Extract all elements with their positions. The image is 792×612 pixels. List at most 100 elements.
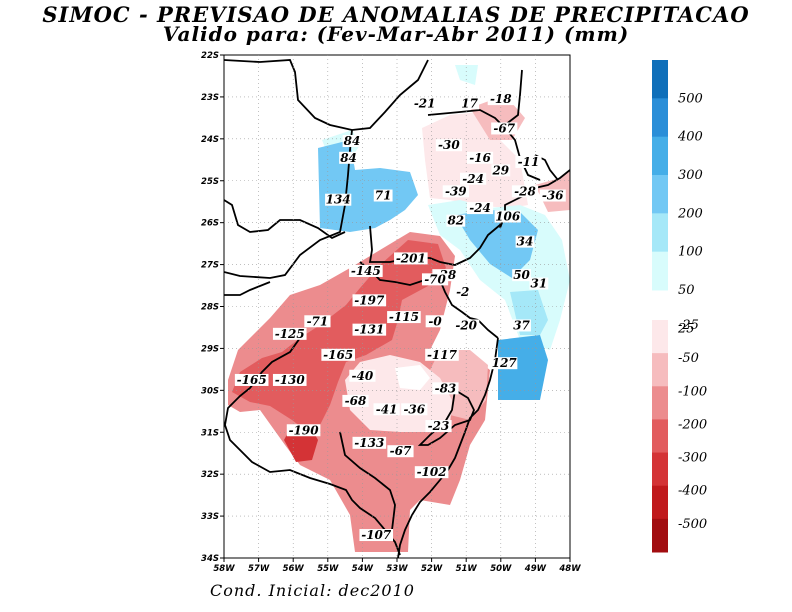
value-label-bg — [425, 348, 459, 361]
lon-label: 50W — [490, 564, 512, 574]
colorbar-swatch-negative — [652, 518, 668, 553]
lon-label: 53W — [386, 564, 408, 574]
anomaly-value: -41 — [376, 402, 398, 416]
value-label-bg — [272, 327, 307, 340]
value-label-bg — [286, 424, 321, 437]
border-brazil-paraguay — [224, 129, 353, 279]
colorbar-label-negative: -200 — [678, 417, 707, 432]
anomaly-value: 17 — [461, 96, 478, 110]
anomaly-value: -40 — [352, 369, 374, 383]
latitude-tick-labels: 22S 23S 24S 25S 26S 27S 28S 29S 30S 31S 32S 33S 34S — [201, 51, 224, 564]
anomaly-value: -190 — [289, 423, 320, 437]
anomaly-value: -11 — [518, 155, 540, 169]
colorbar-swatch-positive — [652, 213, 668, 253]
anomaly-value: -130 — [275, 373, 306, 387]
anomaly-value: -16 — [469, 151, 491, 165]
value-label-bg — [352, 294, 387, 307]
lat-label: 28S — [201, 303, 219, 313]
value-label-bg — [491, 164, 511, 177]
anomaly-value: 134 — [326, 193, 351, 207]
lagoa-dos-patos — [417, 388, 475, 446]
border-rs-inner — [339, 431, 396, 531]
colorbar-swatch-negative — [652, 419, 668, 454]
anomaly-value: 84 — [344, 134, 361, 148]
anomaly-value: 37 — [513, 318, 530, 332]
colorbar-label-positive: 50 — [678, 283, 695, 298]
value-label-bg — [387, 311, 421, 324]
value-label-bg — [529, 277, 549, 290]
map-subtitle: Valido para: (Fev-Mar-Abr 2011) (mm) — [162, 22, 630, 46]
colorbar-swatch-positive — [652, 175, 668, 214]
colorbar-label-positive: 200 — [677, 206, 703, 221]
lat-label: 32S — [201, 470, 219, 480]
value-label-bg — [373, 403, 400, 416]
lon-label: 51W — [456, 564, 478, 574]
anomaly-value-labels: -21 17 -18 -67 84 84 -30 -16 -11 29 -24-39 -28 -36 13… — [234, 92, 566, 542]
colorbar-label-positive: 300 — [678, 168, 703, 183]
colorbar-swatch-negative — [652, 353, 668, 387]
value-label-bg — [515, 155, 542, 168]
anomaly-value: 29 — [491, 163, 509, 177]
colorbar-swatch-negative — [652, 452, 668, 487]
value-label-bg — [414, 466, 449, 479]
value-label-bg — [342, 135, 362, 148]
value-label-bg — [425, 420, 452, 433]
value-label-bg — [491, 122, 518, 135]
anomaly-value: -39 — [445, 184, 467, 198]
anomaly-value: -68 — [345, 394, 367, 408]
value-label-bg — [460, 172, 487, 185]
lat-label: 31S — [201, 428, 219, 438]
border-argentina — [224, 199, 346, 240]
lon-label: 58W — [213, 564, 235, 574]
lon-label: 52W — [421, 564, 443, 574]
colorbar-label-negative: -500 — [678, 517, 707, 532]
lat-label: 33S — [201, 512, 219, 522]
value-label-bg — [511, 185, 539, 198]
longitude-tick-labels: 58W 57W 56W 55W 54W 53W 52W 51W 50W 49W 48W — [213, 558, 581, 574]
colorbar-swatch-negative — [652, 386, 668, 420]
anomaly-region-zero-center — [395, 365, 430, 390]
value-label-bg — [352, 323, 387, 336]
anomaly-value: -0 — [428, 314, 442, 328]
anomaly-value: -71 — [307, 314, 329, 328]
value-label-bg — [342, 394, 369, 407]
lat-label: 25S — [201, 177, 219, 187]
anomaly-value: -165 — [323, 348, 353, 362]
border-paraguay-argentina — [224, 281, 271, 296]
value-label-bg — [325, 193, 352, 206]
colorbar-swatch-positive — [652, 251, 668, 291]
value-label-bg — [349, 369, 376, 382]
anomaly-value: -18 — [490, 92, 512, 106]
lat-label: 30S — [201, 386, 219, 396]
anomaly-value: -197 — [354, 293, 385, 307]
lat-label: 27S — [201, 261, 219, 271]
lon-label: 49W — [524, 564, 547, 574]
value-label-bg — [339, 151, 358, 164]
value-label-bg — [487, 93, 514, 106]
anomaly-value: -145 — [351, 264, 381, 278]
anomaly-value: -131 — [354, 323, 384, 337]
value-label-bg — [387, 445, 414, 458]
colorbar-label-negative: -25 — [678, 318, 699, 333]
anomaly-value: -2 — [456, 285, 469, 299]
anomaly-value: -165 — [237, 373, 267, 387]
value-label-bg — [453, 285, 473, 298]
anomaly-region-pos-100-west — [318, 140, 418, 232]
map-title: SIMOC - PREVISAO DE ANOMALIAS DE PRECIPI… — [42, 2, 750, 27]
anomaly-value: 106 — [495, 209, 521, 223]
lat-label: 22S — [201, 51, 219, 61]
anomaly-value: -133 — [354, 436, 384, 450]
colorbar-label-negative: -300 — [678, 451, 707, 466]
anomaly-value: -115 — [389, 310, 419, 324]
anomaly-value: -30 — [438, 138, 460, 152]
value-label-bg — [401, 403, 428, 416]
anomaly-value: -28 — [514, 184, 536, 198]
colorbar-label-negative: -50 — [678, 351, 699, 366]
value-label-bg — [539, 189, 566, 202]
value-label-bg — [373, 189, 393, 202]
value-label-bg — [272, 373, 307, 386]
lat-label: 24S — [201, 135, 219, 145]
anomaly-value: -36 — [542, 189, 564, 203]
value-label-bg — [460, 97, 480, 110]
